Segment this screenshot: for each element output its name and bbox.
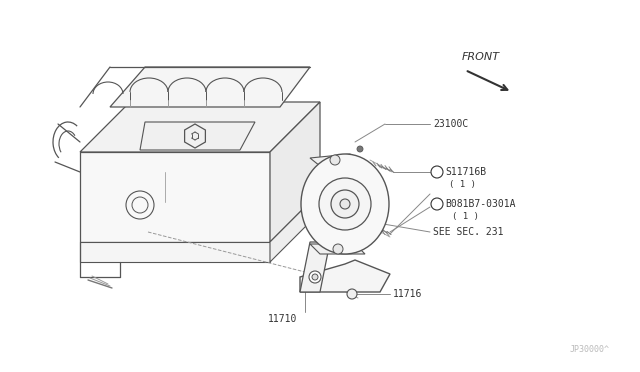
Polygon shape xyxy=(310,154,360,166)
Circle shape xyxy=(347,289,357,299)
Circle shape xyxy=(333,244,343,254)
Circle shape xyxy=(309,271,321,283)
Circle shape xyxy=(431,166,443,178)
Polygon shape xyxy=(300,260,390,292)
Circle shape xyxy=(319,178,371,230)
Text: SEE SEC. 231: SEE SEC. 231 xyxy=(433,227,504,237)
Polygon shape xyxy=(80,102,320,152)
Text: ( 1 ): ( 1 ) xyxy=(452,212,479,221)
Polygon shape xyxy=(300,242,330,292)
Polygon shape xyxy=(110,67,310,107)
Circle shape xyxy=(431,198,443,210)
Polygon shape xyxy=(140,122,255,150)
Text: 11710: 11710 xyxy=(268,314,298,324)
Text: B081B7-0301A: B081B7-0301A xyxy=(445,199,515,209)
Polygon shape xyxy=(184,124,205,148)
Circle shape xyxy=(331,190,359,218)
Polygon shape xyxy=(310,244,365,254)
Text: JP30000^: JP30000^ xyxy=(570,345,610,354)
Circle shape xyxy=(357,146,363,152)
Text: B: B xyxy=(435,201,439,207)
Text: FRONT: FRONT xyxy=(462,52,500,62)
Text: ( 1 ): ( 1 ) xyxy=(449,180,476,189)
Ellipse shape xyxy=(301,154,389,254)
Text: 23100C: 23100C xyxy=(433,119,468,129)
Circle shape xyxy=(330,155,340,165)
Circle shape xyxy=(312,274,318,280)
Text: S11716B: S11716B xyxy=(445,167,486,177)
Polygon shape xyxy=(270,102,320,242)
Polygon shape xyxy=(80,242,270,262)
Polygon shape xyxy=(270,192,320,262)
Text: S: S xyxy=(435,169,439,175)
Circle shape xyxy=(340,199,350,209)
Text: 11716: 11716 xyxy=(393,289,422,299)
Polygon shape xyxy=(80,152,270,242)
